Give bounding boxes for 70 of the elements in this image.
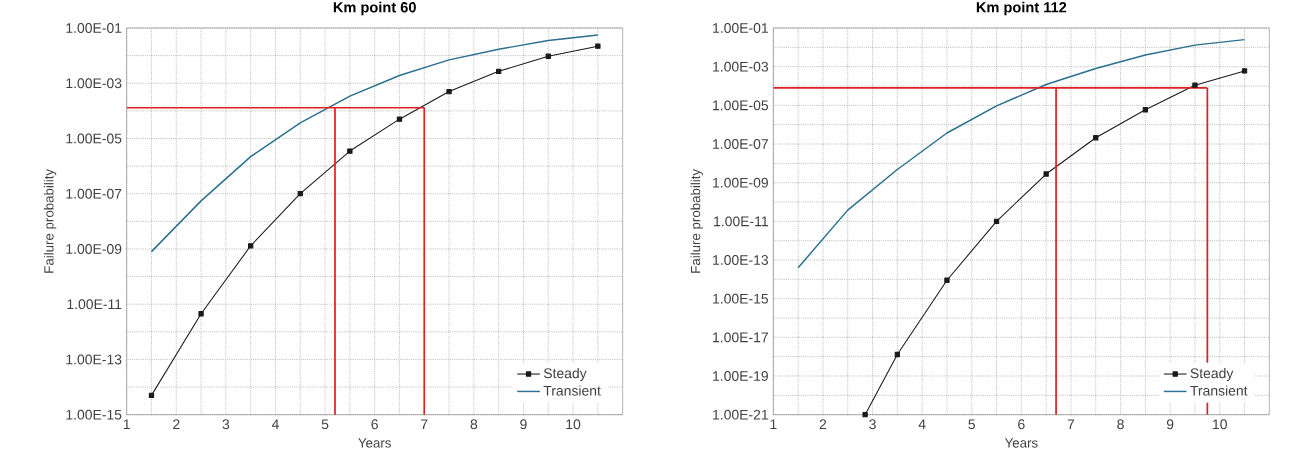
x-tick-label: 8 [470,419,478,430]
y-tick-label: 1.00E-15 [66,409,122,420]
y-tick-label: 1.00E-15 [713,293,769,304]
point [894,351,900,358]
y-tick-label: 1.00E-03 [66,78,122,89]
x-axis-title: Years [1004,438,1038,448]
legend-label: Transient [543,385,601,396]
x-tick-label: 3 [869,419,876,430]
point [347,148,353,154]
y-tick-label: 1.00E-19 [713,371,768,381]
x-tick-label: 9 [1166,419,1174,430]
y-tick-label: 1.00E-07 [66,188,122,199]
point [1192,82,1198,88]
y-tick-label: 1.00E-11 [67,299,122,310]
x-tick-label: 2 [173,419,180,430]
point [862,412,868,418]
line-series [150,34,599,253]
y-tick-label: 1.00E-13 [713,255,769,265]
chart-title: Km point 112 [976,1,1067,16]
line-series [797,38,1246,269]
legend-label: Transient [1190,385,1248,396]
y-tick-label: 1.00E-03 [713,61,769,72]
point [396,116,403,122]
y-tick-label: 1.00E-11 [714,216,768,227]
point [198,311,204,317]
point [148,392,155,399]
x-tick-label: 9 [520,419,527,430]
y-tick-label: 1.00E-21 [713,409,768,420]
point [496,68,502,74]
x-tick-label: 8 [1117,419,1124,430]
y-tick-label: 1.00E-09 [713,177,768,188]
y-axis-title: Failure probability [690,168,703,273]
point [1043,171,1049,177]
y-tick-label: 1.00E-13 [66,354,122,365]
x-tick-label: 5 [968,419,976,430]
y-tick-label: 1.00E-09 [66,244,122,254]
point [993,218,1000,224]
y-tick-label: 1.00E-01 [66,23,122,33]
legend-label: Steady [543,367,587,381]
point [595,43,601,49]
x-tick-label: 7 [421,419,428,429]
x-tick-label: 10 [566,419,581,430]
x-tick-label: 2 [819,419,827,430]
x-tick-label: 6 [371,419,378,430]
x-tick-label: 4 [271,419,279,429]
point [944,277,950,283]
x-tick-label: 4 [918,419,926,429]
x-tick-label: 7 [1067,419,1075,429]
x-axis-title: Years [358,438,391,448]
x-tick-label: 5 [321,419,329,430]
y-tick-label: 1.00E-17 [713,332,768,343]
x-tick-label: 6 [1018,419,1025,430]
legend-label: Steady [1190,367,1234,381]
y-axis-title: Failure probability [43,168,57,273]
point [446,88,452,95]
point [248,243,254,249]
chart-title: Km point 60 [333,1,416,16]
point [1142,107,1148,113]
y-tick-label: 1.00E-01 [713,23,768,33]
x-tick-label: 3 [222,419,230,430]
point [545,53,551,59]
x-tick-label: 1 [770,419,777,429]
y-tick-label: 1.00E-05 [713,100,769,111]
y-tick-label: 1.00E-05 [66,133,122,144]
x-tick-label: 10 [1213,419,1227,430]
y-tick-label: 1.00E-07 [713,139,768,149]
point [297,191,303,197]
x-tick-label: 1 [123,419,130,429]
point [1093,135,1099,141]
point [1241,68,1248,74]
